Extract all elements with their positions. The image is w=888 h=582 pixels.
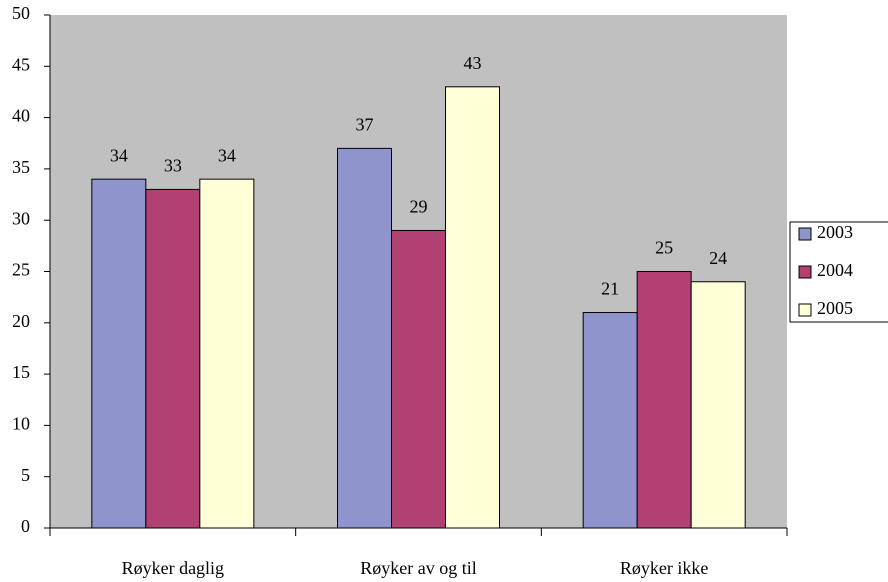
data-label: 34 bbox=[110, 145, 128, 165]
bar bbox=[582, 312, 638, 529]
legend-label: 2005 bbox=[817, 298, 853, 318]
data-label: 33 bbox=[164, 156, 182, 176]
bar bbox=[690, 281, 746, 529]
y-tick-label: 45 bbox=[12, 54, 30, 74]
legend-label: 2004 bbox=[817, 260, 853, 280]
data-label: 24 bbox=[709, 248, 727, 268]
bar bbox=[199, 178, 255, 529]
y-tick-label: 50 bbox=[12, 3, 30, 23]
data-label: 29 bbox=[410, 197, 428, 217]
x-tick-label: Røyker ikke bbox=[620, 558, 708, 578]
y-tick-label: 25 bbox=[12, 260, 30, 280]
data-label: 37 bbox=[356, 115, 374, 135]
x-tick-label: Røyker daglig bbox=[122, 558, 224, 578]
data-label: 21 bbox=[601, 279, 619, 299]
legend-swatch bbox=[798, 303, 812, 317]
y-tick-label: 30 bbox=[12, 208, 30, 228]
y-tick-label: 35 bbox=[12, 157, 30, 177]
bar bbox=[337, 147, 392, 529]
legend-label: 2003 bbox=[817, 222, 853, 242]
bar bbox=[91, 178, 147, 529]
bar bbox=[445, 86, 500, 529]
y-tick-label: 15 bbox=[12, 362, 30, 382]
y-tick-label: 5 bbox=[21, 465, 30, 485]
y-tick-label: 10 bbox=[12, 414, 30, 434]
bar bbox=[145, 188, 201, 529]
data-label: 25 bbox=[655, 238, 673, 258]
data-label: 34 bbox=[218, 145, 236, 165]
y-tick-label: 0 bbox=[21, 516, 30, 536]
bar bbox=[391, 229, 446, 529]
y-tick-label: 20 bbox=[12, 311, 30, 331]
x-tick-label: Røyker av og til bbox=[360, 558, 476, 578]
data-label: 43 bbox=[464, 53, 482, 73]
legend-swatch bbox=[798, 265, 812, 279]
legend-swatch bbox=[798, 227, 812, 241]
bar bbox=[636, 271, 692, 529]
y-tick-label: 40 bbox=[12, 106, 30, 126]
